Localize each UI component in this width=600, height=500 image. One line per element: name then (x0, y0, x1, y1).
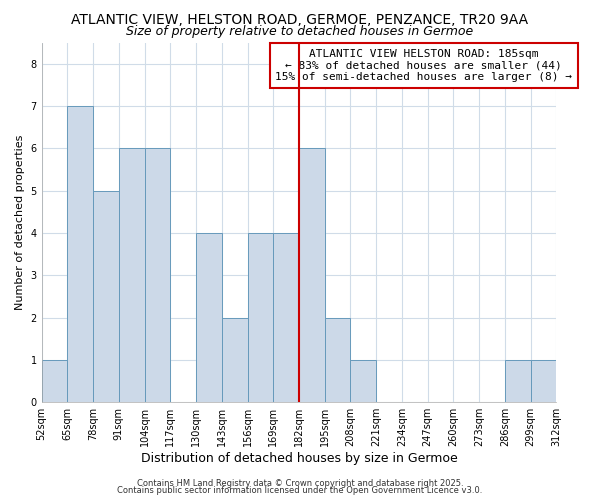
Bar (299, 148, 325, 402)
Bar (530, 360, 556, 402)
Text: Contains HM Land Registry data © Crown copyright and database right 2025.: Contains HM Land Registry data © Crown c… (137, 478, 463, 488)
Bar (41, 360, 67, 402)
Bar (325, 318, 350, 402)
Text: ATLANTIC VIEW, HELSTON ROAD, GERMOE, PENZANCE, TR20 9AA: ATLANTIC VIEW, HELSTON ROAD, GERMOE, PEN… (71, 12, 529, 26)
Bar (196, 233, 222, 402)
Y-axis label: Number of detached properties: Number of detached properties (15, 134, 25, 310)
Bar (222, 318, 248, 402)
Bar (67, 106, 93, 402)
Text: ATLANTIC VIEW HELSTON ROAD: 185sqm
← 83% of detached houses are smaller (44)
15%: ATLANTIC VIEW HELSTON ROAD: 185sqm ← 83%… (275, 49, 572, 82)
Bar (93, 190, 119, 402)
Bar (119, 148, 145, 402)
Text: Size of property relative to detached houses in Germoe: Size of property relative to detached ho… (127, 25, 473, 38)
Bar (248, 233, 273, 402)
Bar (145, 148, 170, 402)
Text: Contains public sector information licensed under the Open Government Licence v3: Contains public sector information licen… (118, 486, 482, 495)
Bar (273, 233, 299, 402)
Bar (505, 360, 530, 402)
X-axis label: Distribution of detached houses by size in Germoe: Distribution of detached houses by size … (140, 452, 457, 465)
Bar (350, 360, 376, 402)
